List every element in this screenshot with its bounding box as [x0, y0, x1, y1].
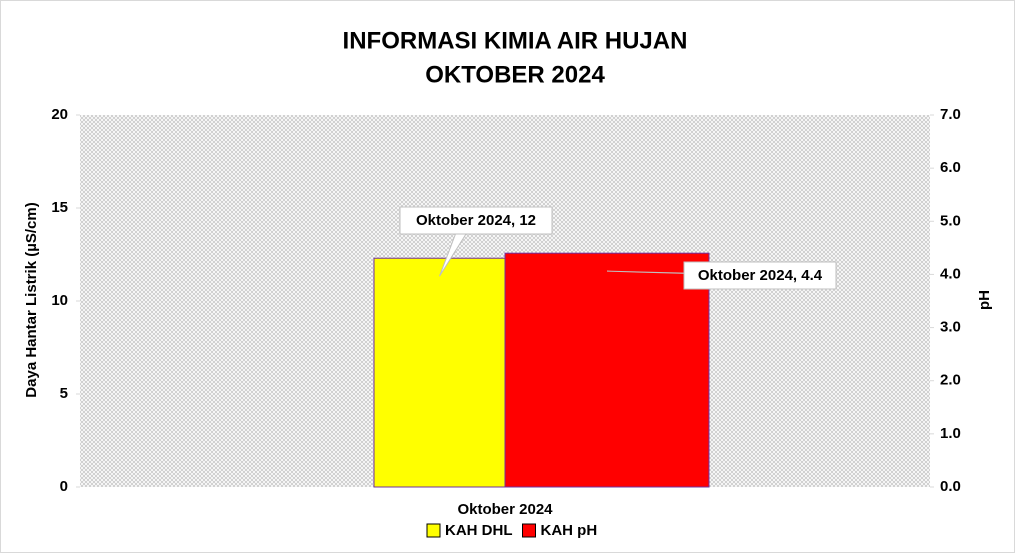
y2-tick-label: 7.0	[940, 106, 961, 123]
y-tick-label: 0	[60, 478, 68, 495]
data-label-text: Oktober 2024, 12	[416, 212, 536, 229]
legend-swatch	[522, 523, 536, 538]
y-tick-label: 15	[51, 199, 68, 216]
legend-label: KAH pH	[541, 522, 598, 539]
y2-tick-label: 3.0	[940, 319, 961, 336]
y2-axis-label: pH	[976, 290, 993, 310]
y2-tick-label: 0.0	[940, 478, 961, 495]
data-label-text: Oktober 2024, 4.4	[698, 267, 823, 284]
y-tick-label: 20	[51, 106, 68, 123]
bar	[373, 257, 506, 488]
y2-tick-label: 5.0	[940, 212, 961, 229]
legend-label: KAH DHL	[445, 522, 513, 539]
y-tick-label: 10	[51, 292, 68, 309]
data-label: Oktober 2024, 12	[399, 206, 553, 277]
legend-swatch	[426, 523, 441, 538]
y2-tick-label: 2.0	[940, 372, 961, 389]
bar	[504, 252, 710, 488]
data-label: Oktober 2024, 4.4	[606, 261, 837, 290]
y-axis-label: Daya Hantar Listrik (µS/cm)	[23, 202, 40, 397]
label-box	[683, 261, 837, 290]
chart-title: INFORMASI KIMIA AIR HUJAN	[343, 27, 688, 54]
y2-tick-label: 6.0	[940, 159, 961, 176]
y-tick-label: 5	[60, 385, 68, 402]
y2-tick-label: 4.0	[940, 265, 961, 282]
x-tick-label: Oktober 2024	[457, 501, 553, 518]
y2-tick-label: 1.0	[940, 425, 961, 442]
label-box	[399, 206, 553, 235]
chart-subtitle: OKTOBER 2024	[425, 61, 605, 88]
